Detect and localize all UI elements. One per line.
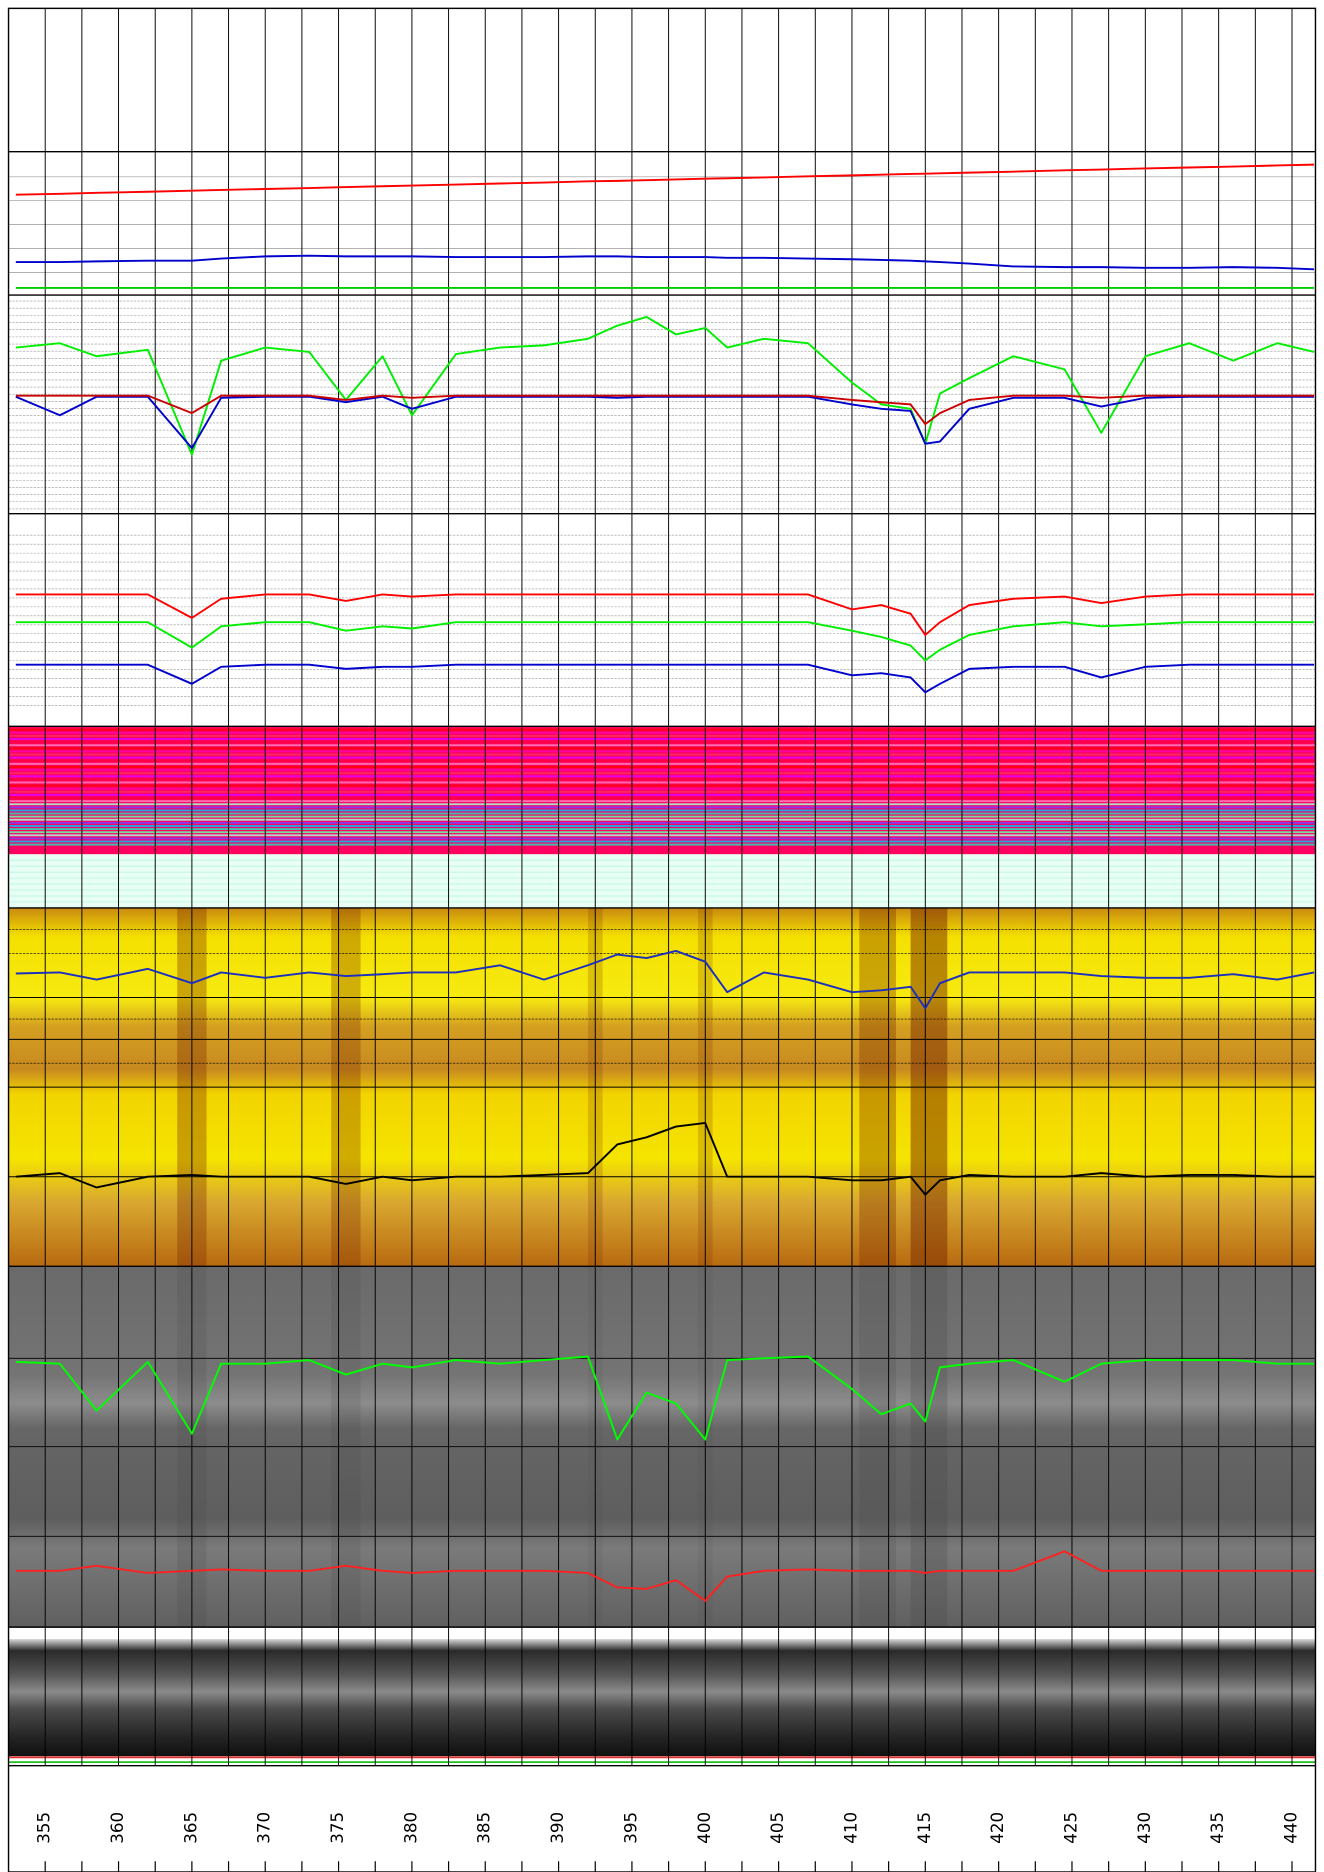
grid	[8, 8, 1316, 1766]
log-curve	[15, 315, 1315, 456]
log-curve	[15, 254, 1315, 271]
log-curve	[15, 1122, 1315, 1196]
spectrum-stripe	[8, 815, 1316, 818]
spectrum-stripe	[8, 775, 1316, 778]
outer-frame	[7, 7, 1317, 1872]
frames	[7, 7, 1317, 1872]
spectrum-stripe	[8, 756, 1316, 759]
spectrum-stripe	[8, 772, 1316, 775]
depth-tick-label: 380	[400, 1812, 420, 1844]
log-curve	[15, 621, 1315, 662]
spectrum-stripe	[8, 769, 1316, 772]
log-curve	[15, 163, 1315, 196]
spectrum-stripe	[8, 843, 1316, 846]
spectrum-stripe	[8, 738, 1316, 740]
depth-tick-label: 435	[1207, 1812, 1227, 1844]
spectrum-stripe	[8, 793, 1316, 796]
depth-tick-label: 375	[327, 1812, 347, 1844]
spectrum-stripe	[8, 734, 1316, 737]
spectrum-stripe	[8, 728, 1316, 731]
log-curve	[15, 395, 1315, 450]
spectrum-stripe	[8, 778, 1316, 781]
spectrum-stripe	[8, 741, 1316, 744]
spectrum-stripe	[8, 744, 1316, 747]
depth-tick-label: 405	[767, 1812, 787, 1844]
dark-image	[8, 1639, 1316, 1757]
spectrum-stripe	[8, 840, 1316, 843]
spectrum-stripe	[8, 831, 1316, 834]
log-curve	[15, 949, 1315, 1010]
spectrum-stripe	[8, 747, 1316, 750]
spectrum-stripe	[8, 784, 1316, 787]
spectrum-stripe	[8, 837, 1316, 840]
spectrum-stripe	[8, 753, 1316, 756]
spectrum-stripe	[8, 731, 1316, 734]
depth-tick-label: 365	[180, 1812, 200, 1844]
spectrum-stripe	[8, 803, 1316, 806]
spectrum-stripe	[8, 821, 1316, 824]
depth-tick-label: 425	[1060, 1812, 1080, 1844]
depth-axis: 355 360 365 370 375 380 385 390 395 400 405 410 415 4…	[34, 1812, 1300, 1872]
spectrum-stripe	[8, 806, 1316, 809]
spectrum-stripe	[8, 809, 1316, 812]
spectrum-stripe	[8, 828, 1316, 831]
spectrum-fade	[8, 854, 1316, 908]
depth-tick-label: 420	[987, 1812, 1007, 1844]
curves	[15, 163, 1315, 1602]
depth-tick-label: 410	[840, 1812, 860, 1844]
depth-tick-label: 385	[474, 1812, 494, 1844]
depth-tick-label: 400	[694, 1812, 714, 1844]
spectrum-stripe	[8, 825, 1316, 827]
spectrum-stripe	[8, 818, 1316, 821]
depth-tick-label: 430	[1134, 1812, 1154, 1844]
depth-tick-label: 415	[914, 1812, 934, 1844]
spectrum-stripe	[8, 812, 1316, 815]
spectrum-stripe	[8, 781, 1316, 784]
log-curve	[15, 663, 1315, 694]
spectrum-stripe	[8, 759, 1316, 762]
log-curve	[15, 1355, 1315, 1441]
spectrum-stripe	[8, 766, 1316, 768]
log-curve	[15, 1550, 1315, 1602]
depth-tick-label: 370	[254, 1812, 274, 1844]
spectrum-stripe	[8, 797, 1316, 799]
spectrum-stripe	[8, 762, 1316, 765]
depth-tick-label: 355	[34, 1812, 54, 1844]
depth-tick-label: 395	[620, 1812, 640, 1844]
log-curve	[15, 394, 1315, 426]
spectrum-stripe	[8, 750, 1316, 753]
log-curve	[15, 593, 1315, 636]
spectrum-stripe	[8, 790, 1316, 793]
spectrum-stripe	[8, 800, 1316, 803]
depth-tick-label: 390	[547, 1812, 567, 1844]
depth-tick-label: 360	[107, 1812, 127, 1844]
spectrum-stripe	[8, 787, 1316, 790]
depth-tick-label: 440	[1280, 1812, 1300, 1844]
spectrum-stripe	[8, 834, 1316, 837]
